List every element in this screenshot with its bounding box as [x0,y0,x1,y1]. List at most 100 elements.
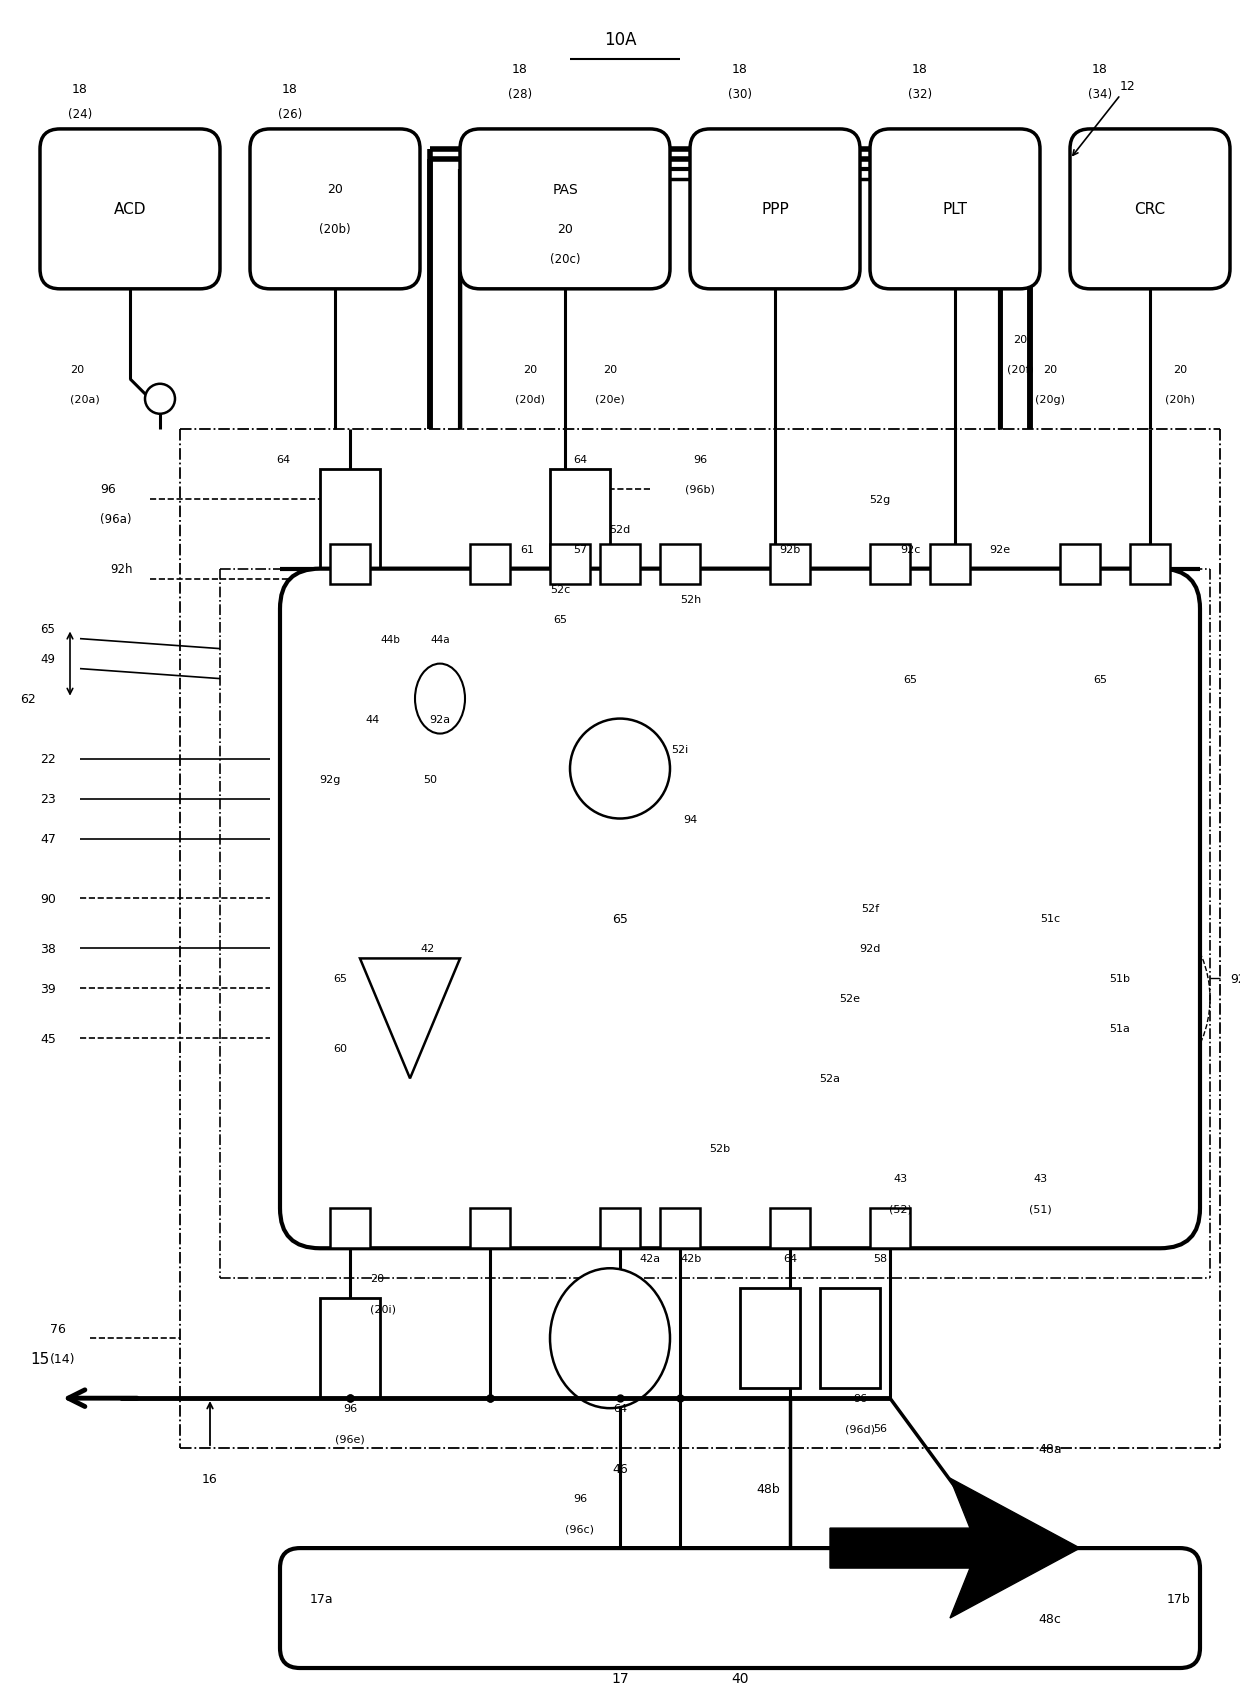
Text: 23: 23 [40,793,56,805]
Bar [660,1209,701,1248]
Text: (28): (28) [508,88,532,102]
Text: 20: 20 [370,1274,384,1284]
Text: (20h): (20h) [1166,394,1195,404]
Text: (20e): (20e) [595,394,625,404]
Text: 51b: 51b [1110,975,1131,983]
Ellipse shape [415,664,465,734]
Text: 20: 20 [1173,365,1187,375]
Bar [770,545,810,584]
Circle shape [145,384,175,414]
Text: 38: 38 [40,942,56,956]
Bar [1130,545,1171,584]
Text: (96a): (96a) [100,513,131,526]
Text: 42a: 42a [640,1253,661,1263]
FancyBboxPatch shape [1070,129,1230,290]
Text: 64: 64 [782,1253,797,1263]
Text: 51a: 51a [1110,1024,1131,1034]
Circle shape [570,720,670,818]
Text: 16: 16 [202,1472,218,1484]
Text: 18: 18 [281,83,298,97]
Text: 65: 65 [903,674,918,684]
Text: (20d): (20d) [515,394,546,404]
Text: (20f): (20f) [1007,365,1033,375]
Text: 52b: 52b [709,1144,730,1153]
Text: 56: 56 [873,1423,887,1433]
Text: 64: 64 [275,455,290,465]
Text: 92f: 92f [1230,973,1240,985]
Text: PAS: PAS [552,183,578,197]
Bar [770,1209,810,1248]
Text: 52g: 52g [869,494,890,504]
Text: 48a: 48a [1038,1442,1061,1455]
Text: 18: 18 [72,83,88,97]
Text: 18: 18 [512,63,528,76]
FancyBboxPatch shape [40,129,219,290]
Bar [600,1209,640,1248]
Text: (96b): (96b) [684,484,715,494]
Text: PLT: PLT [942,202,967,217]
Text: (51): (51) [1029,1204,1052,1214]
Text: 47: 47 [40,832,56,846]
Text: 64: 64 [613,1403,627,1413]
Text: 20: 20 [69,365,84,375]
Text: 52a: 52a [820,1073,841,1083]
Text: PPP: PPP [761,202,789,217]
Text: 20: 20 [1013,335,1027,345]
Text: 49: 49 [40,652,55,666]
FancyBboxPatch shape [250,129,420,290]
Text: 96: 96 [343,1403,357,1413]
Text: 52h: 52h [680,594,702,604]
FancyBboxPatch shape [280,1549,1200,1667]
Text: 43: 43 [893,1173,908,1184]
Ellipse shape [551,1268,670,1408]
Text: 17a: 17a [310,1591,334,1605]
Text: 20: 20 [557,222,573,236]
Bar [600,545,640,584]
Text: 18: 18 [1092,63,1107,76]
Text: 92h: 92h [110,562,133,576]
Text: 42b: 42b [680,1253,702,1263]
Text: 92b: 92b [780,545,801,554]
Bar [320,1299,379,1399]
FancyBboxPatch shape [280,569,1200,1248]
Text: 92d: 92d [859,944,880,954]
Text: CRC: CRC [1135,202,1166,217]
Text: 20: 20 [523,365,537,375]
Text: 65: 65 [1092,674,1107,684]
Text: 50: 50 [423,774,436,784]
Polygon shape [830,1479,1080,1618]
Text: 92a: 92a [429,715,450,723]
Text: 18: 18 [732,63,748,76]
Text: 52d: 52d [609,525,631,535]
FancyBboxPatch shape [689,129,861,290]
Text: 96: 96 [693,455,707,465]
Text: (30): (30) [728,88,751,102]
Text: 52i: 52i [671,744,688,754]
Text: 64: 64 [573,455,587,465]
Bar [870,545,910,584]
Text: (52): (52) [889,1204,911,1214]
Text: (20g): (20g) [1035,394,1065,404]
Text: (20c): (20c) [549,253,580,267]
Text: (96e): (96e) [335,1433,365,1443]
Text: 46: 46 [613,1462,627,1476]
Text: 20: 20 [603,365,618,375]
Text: 52e: 52e [839,993,861,1004]
Text: (34): (34) [1087,88,1112,102]
Text: (26): (26) [278,109,303,121]
Bar [440,170,990,430]
Text: 44a: 44a [430,635,450,644]
Text: 44: 44 [366,715,379,723]
Text: 48c: 48c [1039,1611,1061,1625]
Text: 76: 76 [50,1323,66,1335]
Text: 18: 18 [913,63,928,76]
Text: (20i): (20i) [370,1304,396,1314]
Text: (32): (32) [908,88,932,102]
Text: 44b: 44b [379,635,399,644]
Bar [551,545,590,584]
Bar [870,1209,910,1248]
Bar [1060,545,1100,584]
Text: 96: 96 [853,1394,867,1403]
Text: (20a): (20a) [69,394,99,404]
Text: 57: 57 [573,545,587,554]
